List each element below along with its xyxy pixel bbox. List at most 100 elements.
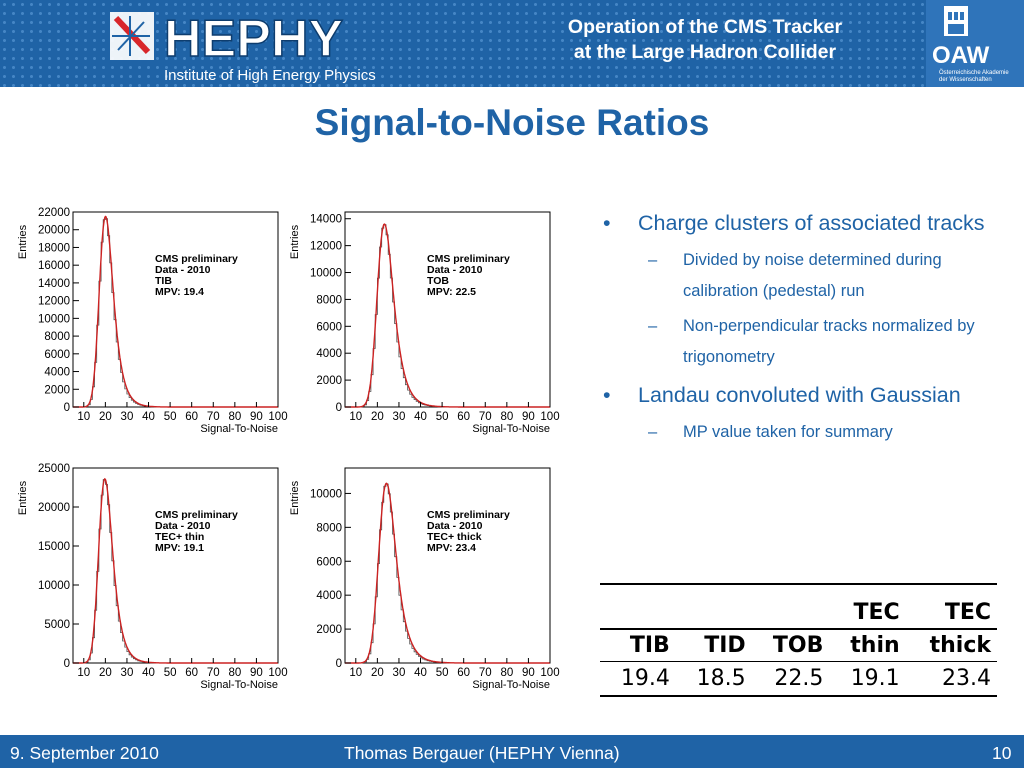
x-tick-label: 30 (121, 667, 134, 679)
x-tick-label: 60 (185, 667, 198, 679)
x-tick-label: 100 (268, 667, 287, 679)
y-tick-label: 10000 (310, 268, 342, 280)
y-tick-label: 16000 (38, 260, 70, 272)
mpv-summary-table: TEC TEC TIB TID TOB thin thick 19.4 18.5… (600, 583, 997, 697)
y-tick-label: 6000 (316, 321, 342, 333)
plot-frame (72, 211, 279, 408)
x-tick-label: 50 (164, 411, 177, 423)
y-tick-label: 2000 (316, 624, 342, 636)
y-tick-label: 0 (64, 402, 70, 414)
x-tick-label: 60 (457, 411, 470, 423)
plot-annotation: MPV: 19.1 (155, 542, 204, 554)
x-tick-label: 10 (349, 667, 362, 679)
plot-annotation: Data - 2010 (155, 520, 211, 532)
plot-annotation: CMS preliminary (427, 509, 510, 521)
histogram-panel: 10 20 30 40 50 60 70 80 90 100 0 2000 40 0 0 6000 8000 10… (17, 207, 560, 691)
table-cell: 18.5 (696, 666, 746, 691)
fit-curve (345, 223, 550, 408)
bullet-list: Charge clusters of associated tracks Div… (600, 205, 1015, 452)
x-tick-label: 90 (250, 667, 263, 679)
y-tick-label: 25000 (38, 463, 70, 475)
table-cell: 19.4 (620, 666, 670, 691)
plot-annotation: CMS preliminary (427, 253, 510, 265)
plot-annotation: MPV: 19.4 (155, 286, 204, 298)
y-tick-label: 0 (336, 658, 342, 670)
x-tick-label: 60 (185, 411, 198, 423)
y-tick-label: 14000 (38, 278, 70, 290)
x-tick-label: 10 (349, 411, 362, 423)
fit-curve (73, 477, 278, 664)
plot-frame (72, 467, 279, 664)
table-header-cell: thin (850, 633, 900, 658)
x-tick-label: 50 (436, 667, 449, 679)
sub-bullet-non-perpendicular: Non-perpendicular tracks normalized by t… (600, 311, 1015, 373)
logo-name: HEPHY (164, 10, 343, 68)
table-row: 19.4 18.5 22.5 19.1 23.4 (600, 661, 997, 696)
x-tick-label: 30 (393, 411, 406, 423)
table-header-cell: TOB (772, 633, 824, 658)
header-pattern (0, 0, 1024, 87)
y-axis-label: Entries (17, 224, 29, 259)
hephy-logo: HEPHY Institute of High Energy Physics (110, 9, 376, 84)
x-axis-label: Signal-To-Noise (472, 423, 550, 435)
table-header-row-1: TEC TEC (600, 584, 997, 629)
y-tick-label: 20000 (38, 502, 70, 514)
table-header-cell: TEC (944, 600, 991, 625)
table-header-cell (600, 584, 676, 629)
histogram-4: 10 20 30 40 50 60 70 80 90 100 0 2000 4000 6000 8000 10… (289, 467, 560, 691)
table-cell: 19.1 (850, 666, 900, 691)
sub-bullet-divided-by-noise: Divided by noise determined during calib… (600, 245, 1015, 307)
y-tick-label: 8000 (316, 294, 342, 306)
bullet-landau: Landau convoluted with Gaussian (600, 377, 1015, 414)
x-tick-label: 50 (164, 667, 177, 679)
y-tick-label: 14000 (310, 214, 342, 226)
plot-frame (344, 467, 551, 664)
y-tick-label: 5000 (44, 619, 70, 631)
y-tick-label: 10000 (38, 580, 70, 592)
x-tick-label: 90 (522, 411, 535, 423)
x-tick-label: 90 (522, 667, 535, 679)
sub-bullet-mp-value: MP value taken for summary (600, 417, 1015, 448)
y-axis-label: Entries (289, 480, 301, 515)
x-tick-label: 20 (371, 667, 384, 679)
y-tick-label: 12000 (310, 241, 342, 253)
logo-subtitle: Institute of High Energy Physics (164, 67, 376, 84)
x-tick-label: 100 (268, 411, 287, 423)
x-tick-label: 80 (228, 667, 241, 679)
plot-annotation: CMS preliminary (155, 509, 238, 521)
table-header-cell: TID (704, 633, 746, 658)
plot-annotation: TEC+ thin (155, 531, 204, 543)
x-tick-label: 60 (457, 667, 470, 679)
x-tick-label: 20 (371, 411, 384, 423)
histogram-steps (73, 479, 278, 664)
plot-annotation: TEC+ thick (427, 531, 482, 543)
presentation-title: Operation of the CMS Tracker at the Larg… (470, 15, 940, 65)
oaw-logo-text: OAW (932, 42, 990, 69)
x-tick-label: 100 (540, 667, 559, 679)
footer-author: Thomas Bergauer (HEPHY Vienna) (344, 743, 620, 763)
x-tick-label: 10 (77, 667, 90, 679)
y-tick-label: 0 (336, 402, 342, 414)
fit-curve (345, 482, 550, 664)
plot-annotation: Data - 2010 (427, 264, 483, 276)
y-tick-label: 2000 (316, 375, 342, 387)
x-axis-label: Signal-To-Noise (200, 423, 278, 435)
y-tick-label: 15000 (38, 541, 70, 553)
y-axis-label: Entries (289, 224, 301, 259)
plot-annotation: CMS preliminary (155, 253, 238, 265)
table-header-cell (752, 584, 830, 629)
table-header-cell (676, 584, 752, 629)
x-tick-label: 40 (142, 667, 155, 679)
histogram-2: 10 20 30 40 50 60 70 80 90 100 0 2000 4000 6000 8000 10… (289, 211, 560, 435)
y-tick-label: 6000 (316, 556, 342, 568)
x-tick-label: 40 (414, 667, 427, 679)
x-tick-label: 90 (250, 411, 263, 423)
y-tick-label: 2000 (44, 384, 70, 396)
x-tick-label: 70 (207, 667, 220, 679)
x-tick-label: 100 (540, 411, 559, 423)
x-tick-label: 40 (414, 411, 427, 423)
building-icon (944, 6, 968, 36)
bullet-charge-clusters: Charge clusters of associated tracks (600, 205, 1015, 242)
x-tick-label: 80 (500, 411, 513, 423)
table-cell: 23.4 (942, 666, 991, 691)
